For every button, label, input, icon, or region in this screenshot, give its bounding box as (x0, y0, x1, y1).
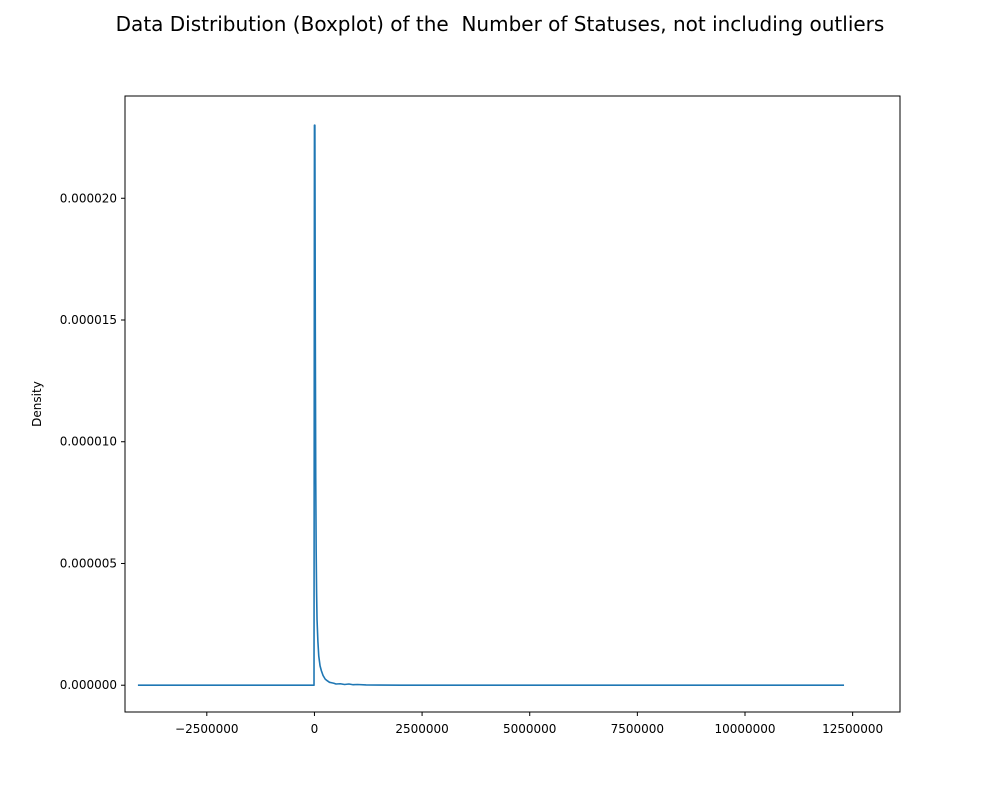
y-tick-label: 0.000005 (60, 556, 117, 570)
plot-frame (124, 95, 901, 713)
y-tick-label: 0.000020 (60, 191, 117, 205)
y-axis-label: Density (30, 381, 44, 427)
x-axis: −2500000 0 2500000 5000000 7500000 10000000 12… (175, 712, 883, 736)
plot-marks (137, 124, 845, 687)
chart-title: Data Distribution (Boxplot) of the Numbe… (115, 12, 885, 36)
x-tick-label: 2500000 (395, 722, 448, 736)
y-tick-label: 0.000015 (60, 313, 117, 327)
x-tick-label: 10000000 (714, 722, 775, 736)
x-tick-label: −2500000 (175, 722, 239, 736)
x-tick-label: 12500000 (822, 722, 883, 736)
y-tick-label: 0.000010 (60, 435, 117, 449)
x-tick-label: 0 (311, 722, 319, 736)
y-tick-label: 0.000000 (60, 678, 117, 692)
x-tick-label: 7500000 (611, 722, 664, 736)
density-line (137, 124, 845, 687)
x-tick-label: 5000000 (503, 722, 556, 736)
y-axis: 0.000000 0.000005 0.000010 0.000015 0.000020 (60, 191, 125, 692)
